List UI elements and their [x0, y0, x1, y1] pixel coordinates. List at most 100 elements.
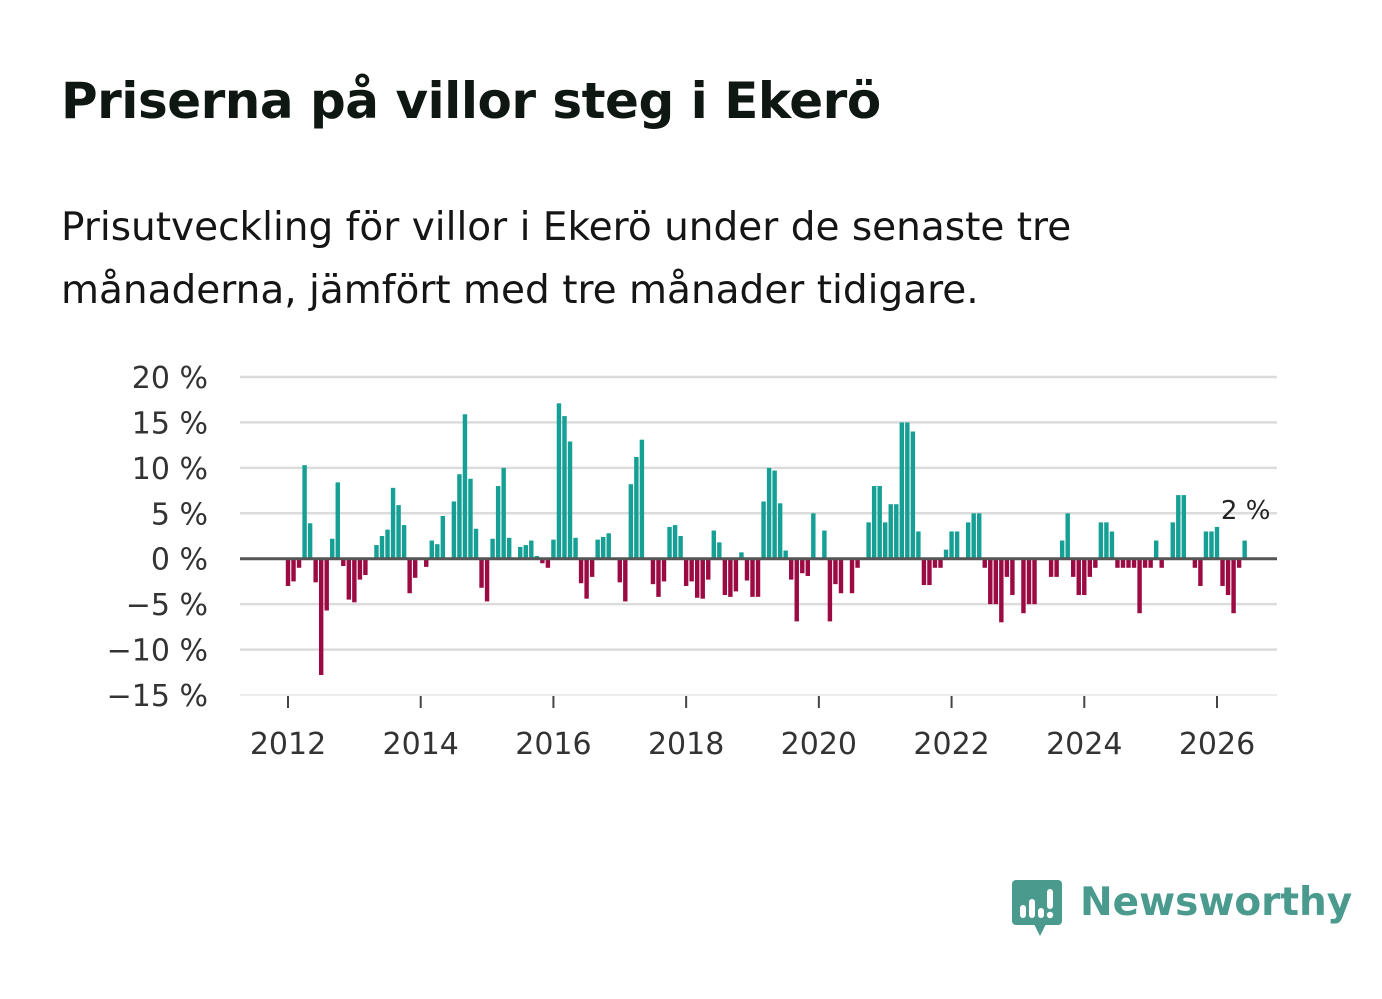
bar — [1065, 513, 1070, 559]
bar — [949, 531, 954, 559]
bar — [772, 470, 777, 559]
bar — [1153, 540, 1159, 559]
x-tick-label: 2018 — [648, 727, 724, 762]
bar — [744, 558, 750, 581]
bar — [1131, 558, 1137, 568]
bar — [578, 558, 584, 584]
bar — [711, 530, 716, 559]
bar — [789, 558, 794, 580]
bar — [385, 529, 390, 559]
bar — [623, 558, 628, 602]
bar — [628, 484, 634, 559]
chart-subtitle: Prisutveckling för villor i Ekerö under … — [61, 196, 1311, 322]
bar — [794, 558, 799, 622]
bar — [495, 486, 501, 559]
bar — [1098, 522, 1104, 559]
bar — [905, 422, 910, 559]
bar — [1032, 558, 1037, 605]
bar — [1181, 495, 1187, 559]
newsworthy-logo: Newsworthy — [1012, 878, 1352, 940]
bar — [838, 558, 844, 594]
y-tick-label: 5 % — [151, 497, 208, 532]
bar — [595, 539, 600, 559]
bar — [938, 558, 943, 568]
bar — [921, 558, 927, 586]
y-tick-label: −10 % — [107, 634, 208, 669]
bar — [1209, 531, 1214, 559]
bar — [468, 478, 473, 559]
bar — [717, 542, 722, 559]
bar — [855, 558, 860, 568]
bar — [529, 540, 534, 559]
bar — [1104, 522, 1109, 559]
bar — [1082, 558, 1087, 596]
bar — [694, 558, 700, 598]
bar — [977, 513, 982, 559]
bar — [634, 456, 639, 559]
bar — [1109, 531, 1115, 559]
bar — [324, 558, 329, 611]
bar — [805, 558, 811, 576]
bar — [755, 558, 761, 597]
bar — [567, 441, 573, 559]
bar — [1115, 558, 1120, 568]
bar — [766, 467, 772, 559]
y-axis-labels: 20 % 15 % 10 % 5 % 0 % −5 % −10 % −15 % — [107, 361, 208, 714]
bar — [1026, 558, 1032, 605]
bar — [777, 503, 783, 559]
y-tick-label: 0 % — [151, 543, 208, 578]
bar — [1021, 558, 1026, 614]
bar — [733, 558, 739, 592]
newsworthy-logo-icon — [1012, 880, 1062, 936]
bar — [827, 558, 833, 622]
bar — [739, 552, 744, 559]
bar — [639, 439, 645, 559]
bar — [1120, 558, 1126, 568]
bar — [1010, 558, 1015, 596]
bar — [429, 540, 434, 559]
bar — [1225, 558, 1231, 596]
subtitle-line-1: Prisutveckling för villor i Ekerö under … — [61, 205, 1072, 250]
bar — [479, 558, 484, 588]
bar — [562, 416, 567, 559]
bar — [683, 558, 689, 586]
bar — [285, 558, 291, 586]
bar — [993, 558, 999, 605]
x-tick-label: 2020 — [781, 727, 857, 762]
bar — [800, 558, 805, 574]
bar — [374, 545, 379, 559]
bar — [1048, 558, 1054, 577]
bar — [822, 530, 827, 559]
bar — [551, 539, 556, 559]
bar — [473, 528, 479, 559]
bar — [1137, 558, 1142, 614]
bar — [396, 505, 401, 559]
bar — [545, 558, 551, 568]
bar — [650, 558, 656, 585]
bar — [689, 558, 694, 582]
bars — [285, 403, 1247, 676]
bar — [617, 558, 622, 583]
bar — [1076, 558, 1081, 596]
bar — [783, 550, 788, 559]
bar — [871, 486, 877, 559]
bar — [1242, 540, 1247, 559]
bar — [484, 558, 490, 602]
y-tick-label: −15 % — [107, 679, 208, 714]
bar — [883, 522, 888, 559]
bar — [379, 536, 385, 559]
bar — [1214, 526, 1220, 559]
bar — [506, 537, 512, 559]
bar — [318, 558, 324, 676]
bar — [672, 525, 678, 559]
bar — [335, 482, 340, 559]
x-tick-label: 2024 — [1046, 727, 1122, 762]
bar — [965, 522, 971, 559]
bar — [357, 558, 363, 580]
bar — [440, 516, 446, 559]
bar — [761, 501, 766, 559]
bar — [291, 558, 296, 582]
bar — [971, 513, 976, 559]
bar — [706, 558, 711, 580]
